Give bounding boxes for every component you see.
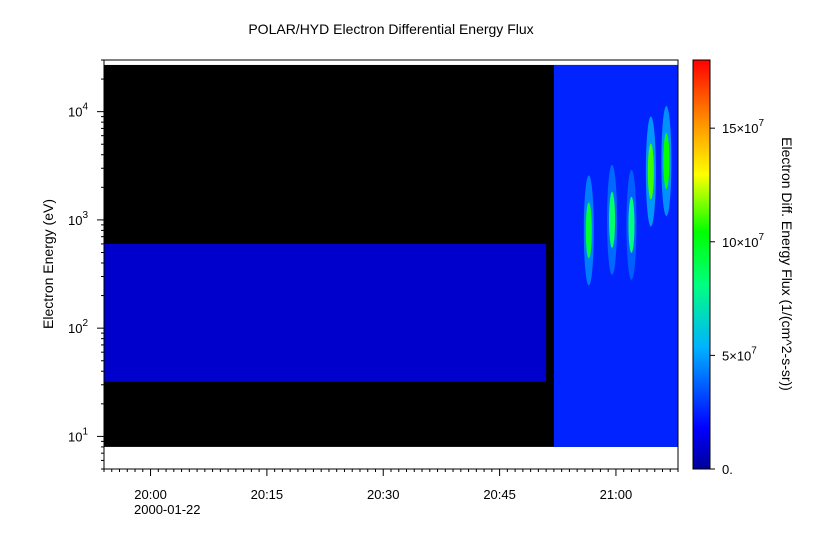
colorbar-gradient [692,59,711,470]
colorbar-tick-label: 10×107 [722,232,765,250]
chart-title: POLAR/HYD Electron Differential Energy F… [248,21,533,37]
y-tick-label: 101 [68,426,88,444]
colorbar: 0. 5×107 10×107 15×107 [692,59,765,477]
x-tick-label: 20:00 [134,487,167,502]
plot-area [103,59,679,470]
flux-hotspot [609,191,616,248]
colorbar-label: Electron Diff. Energy Flux (1/(cm^2-s-sr… [779,137,795,391]
x-tick-label: 21:00 [600,487,633,502]
colorbar-tick-label: 0. [722,462,733,477]
x-axis: 20:00 20:15 20:30 20:45 21:00 [103,469,679,502]
flux-region-1 [553,64,678,447]
y-tick-label: 104 [68,102,88,120]
colorbar-tick-label: 15×107 [722,118,765,136]
y-tick-label: 103 [68,210,88,228]
flux-region-0 [104,243,547,382]
flux-hotspot [628,196,635,253]
colorbar-ticks: 0. 5×107 10×107 15×107 [710,118,765,477]
date-label: 2000-01-22 [134,502,201,517]
x-tick-label: 20:30 [367,487,400,502]
x-tick-label: 20:45 [483,487,516,502]
colorbar-tick-label: 5×107 [722,345,757,363]
y-axis-label: Electron Energy (eV) [40,199,56,329]
heatmap-layer [104,64,678,447]
flux-hotspot [585,202,592,259]
y-axis: 101 102 103 104 [68,59,104,470]
flux-hotspot [647,143,654,200]
x-tick-label: 20:15 [251,487,284,502]
y-tick-label: 102 [68,318,88,336]
flux-hotspot [663,133,670,190]
